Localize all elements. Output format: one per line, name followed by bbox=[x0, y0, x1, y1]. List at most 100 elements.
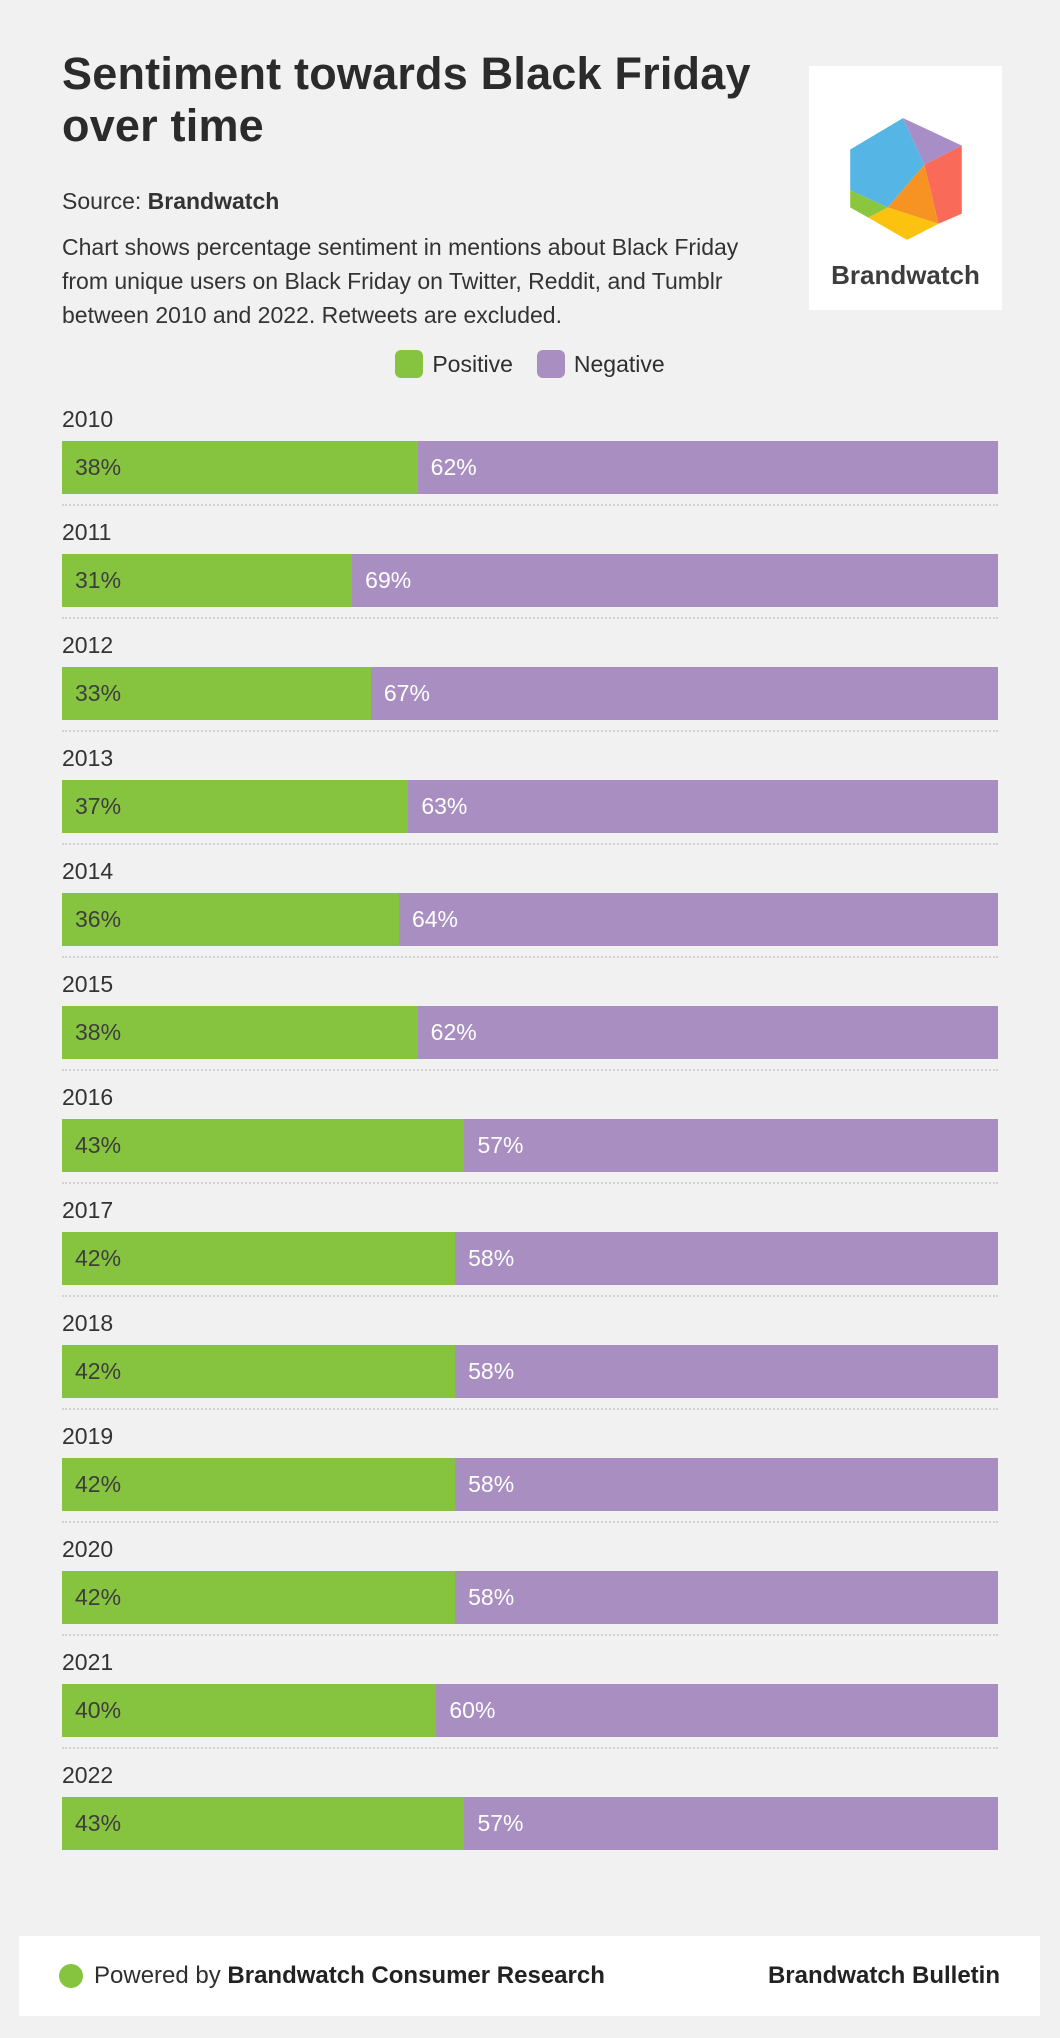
year-label: 2018 bbox=[62, 1310, 114, 1336]
logo-facet-orange bbox=[887, 164, 939, 224]
bar-segment-positive: 33% bbox=[62, 667, 371, 720]
bar-segment-positive: 42% bbox=[62, 1232, 456, 1285]
stacked-bar: 43% 57% bbox=[62, 1119, 998, 1172]
legend-item-positive: Positive bbox=[395, 350, 513, 378]
powered-by-brand: Brandwatch Consumer Research bbox=[227, 1962, 605, 1989]
description-line: from unique users on Black Friday on Twi… bbox=[62, 268, 723, 294]
bar-segment-negative: 58% bbox=[455, 1232, 998, 1285]
year-label: 2020 bbox=[62, 1536, 114, 1562]
page-title-line1: Sentiment towards Black Friday bbox=[62, 48, 751, 99]
bar-segment-negative: 69% bbox=[352, 554, 998, 607]
bar-segment-negative: 57% bbox=[464, 1119, 998, 1172]
bar-segment-negative: 58% bbox=[455, 1458, 998, 1511]
chart-row: 2010 38% 62% bbox=[62, 405, 998, 506]
year-label: 2022 bbox=[62, 1762, 114, 1788]
stacked-bar: 33% 67% bbox=[62, 667, 998, 720]
year-label: 2014 bbox=[62, 858, 114, 884]
legend-item-negative: Negative bbox=[536, 350, 665, 378]
year-label: 2012 bbox=[62, 632, 114, 658]
legend-swatch-negative bbox=[536, 350, 565, 378]
bar-segment-positive: 36% bbox=[62, 893, 399, 946]
powered-by-text: Powered by Brandwatch Consumer Research bbox=[94, 1962, 605, 1990]
bar-segment-negative: 63% bbox=[408, 780, 998, 833]
bar-segment-positive: 43% bbox=[62, 1797, 465, 1850]
infographic-page: { "page": { "background": "#f2f1f1", "ca… bbox=[0, 48, 1060, 2038]
stacked-bar: 37% 63% bbox=[62, 780, 998, 833]
bar-segment-positive: 42% bbox=[62, 1458, 456, 1511]
row-separator bbox=[62, 1634, 998, 1636]
stacked-bar: 36% 64% bbox=[62, 893, 998, 946]
row-separator bbox=[62, 1408, 998, 1410]
chart-row: 2015 38% 62% bbox=[62, 970, 998, 1071]
row-separator bbox=[62, 730, 998, 732]
year-label: 2021 bbox=[62, 1649, 114, 1675]
chart-row: 2018 42% 58% bbox=[62, 1309, 998, 1410]
legend-label: Negative bbox=[573, 350, 665, 377]
chart-row: 2012 33% 67% bbox=[62, 631, 998, 732]
logo-facet-purple bbox=[902, 118, 962, 165]
row-separator bbox=[62, 1069, 998, 1071]
chart-rows: 2010 38% 62% 2011 31% 69% 2012 33% 67% 2013 37% 63%… bbox=[62, 405, 998, 1850]
source-line: Source: Brandwatch bbox=[62, 186, 998, 216]
description-line: Chart shows percentage sentiment in ment… bbox=[62, 234, 739, 260]
brandwatch-hexagon-icon bbox=[849, 118, 962, 240]
brandwatch-logo-wordmark: Brandwatch bbox=[831, 260, 980, 290]
powered-by-prefix: Powered by bbox=[94, 1962, 228, 1989]
bar-segment-negative: 58% bbox=[455, 1345, 998, 1398]
description-line: between 2010 and 2022. Retweets are excl… bbox=[62, 302, 562, 328]
bar-segment-negative: 60% bbox=[436, 1684, 998, 1737]
stacked-bar: 40% 60% bbox=[62, 1684, 998, 1737]
chart-row: 2021 40% 60% bbox=[62, 1648, 998, 1749]
bar-segment-positive: 40% bbox=[62, 1684, 437, 1737]
year-label: 2015 bbox=[62, 971, 114, 997]
year-label: 2013 bbox=[62, 745, 114, 771]
content-area: Sentiment towards Black Friday over time… bbox=[0, 48, 1060, 1850]
bar-segment-negative: 57% bbox=[464, 1797, 998, 1850]
bar-segment-positive: 38% bbox=[62, 1006, 418, 1059]
bar-segment-negative: 67% bbox=[370, 667, 998, 720]
row-separator bbox=[62, 1295, 998, 1297]
footer-bulletin-text: Brandwatch Bulletin bbox=[767, 1962, 1000, 1989]
chart-row: 2020 42% 58% bbox=[62, 1535, 998, 1636]
row-separator bbox=[62, 843, 998, 845]
row-separator bbox=[62, 617, 998, 619]
bar-segment-positive: 37% bbox=[62, 780, 409, 833]
stacked-bar: 42% 58% bbox=[62, 1571, 998, 1624]
legend: Positive Negative bbox=[62, 350, 998, 378]
chart-row: 2014 36% 64% bbox=[62, 857, 998, 958]
year-label: 2016 bbox=[62, 1084, 114, 1110]
bar-segment-positive: 31% bbox=[62, 554, 353, 607]
page-title: Sentiment towards Black Friday over time bbox=[62, 48, 998, 152]
logo-facet-salmon bbox=[923, 145, 962, 224]
bar-segment-positive: 42% bbox=[62, 1571, 456, 1624]
row-separator bbox=[62, 1747, 998, 1749]
year-label: 2019 bbox=[62, 1423, 114, 1449]
footer-bar: Powered by Brandwatch Consumer Research … bbox=[19, 1936, 1040, 2016]
bar-segment-negative: 62% bbox=[417, 1006, 998, 1059]
legend-swatch-positive bbox=[395, 350, 424, 378]
source-value: Brandwatch bbox=[147, 188, 280, 214]
chart-description: Chart shows percentage sentiment in ment… bbox=[62, 230, 998, 332]
brandwatch-logo-card: Brandwatch bbox=[809, 66, 1002, 310]
row-separator bbox=[62, 956, 998, 958]
stacked-bar: 42% 58% bbox=[62, 1345, 998, 1398]
chart-row: 2013 37% 63% bbox=[62, 744, 998, 845]
stacked-bar: 42% 58% bbox=[62, 1232, 998, 1285]
bar-segment-negative: 64% bbox=[398, 893, 998, 946]
bar-segment-positive: 38% bbox=[62, 441, 418, 494]
bar-segment-positive: 43% bbox=[62, 1119, 465, 1172]
source-label: Source: bbox=[62, 188, 148, 214]
chart-row: 2022 43% 57% bbox=[62, 1761, 998, 1850]
logo-facet-blue bbox=[849, 118, 924, 208]
logo-facet-green bbox=[849, 190, 888, 218]
stacked-bar: 38% 62% bbox=[62, 1006, 998, 1059]
stacked-bar: 42% 58% bbox=[62, 1458, 998, 1511]
bar-segment-positive: 42% bbox=[62, 1345, 456, 1398]
stacked-bar: 43% 57% bbox=[62, 1797, 998, 1850]
stacked-bar: 31% 69% bbox=[62, 554, 998, 607]
chart-row: 2019 42% 58% bbox=[62, 1422, 998, 1523]
footer-powered-by: Powered by Brandwatch Consumer Research bbox=[59, 1962, 605, 1990]
row-separator bbox=[62, 504, 998, 506]
logo-facet-yellow bbox=[867, 207, 939, 240]
bar-segment-negative: 62% bbox=[417, 441, 998, 494]
